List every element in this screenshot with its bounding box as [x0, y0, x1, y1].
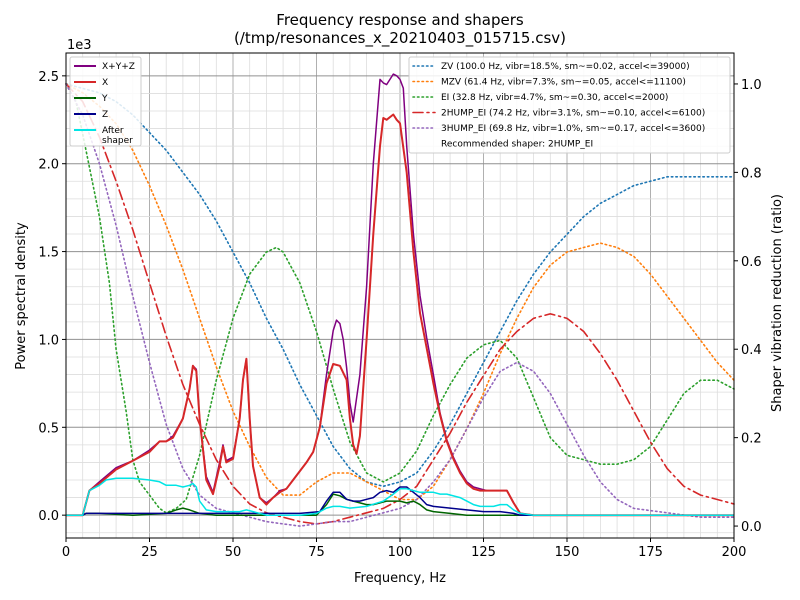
y-right-tick-label: 1.0	[741, 78, 762, 93]
legend-label-y: Y	[101, 94, 108, 104]
y-tick-label: 2.5	[38, 70, 59, 85]
x-tick-label: 150	[555, 545, 580, 560]
x-axis-label: Frequency, Hz	[354, 571, 446, 586]
x-tick-label: 200	[722, 545, 747, 560]
shaper-line-2hump-ei	[65, 83, 735, 525]
shaper-curves	[65, 83, 735, 527]
legend-label-zv: ZV (100.0 Hz, vibr=18.5%, sm~=0.02, acce…	[441, 62, 690, 72]
chart-title-line2: (/tmp/resonances_x_20210403_015715.csv)	[234, 29, 566, 48]
y-tick-label: 1.5	[38, 246, 59, 261]
legend-label-x: X	[102, 78, 108, 88]
psd-line-x	[66, 113, 734, 517]
y-right-axis-label: Shaper vibration reduction (ratio)	[770, 194, 785, 412]
x-tick-label: 100	[388, 545, 413, 560]
y-tick-label: 0.0	[38, 509, 59, 524]
y-multiplier-label: 1e3	[67, 38, 92, 53]
y-tick-label: 1.0	[38, 333, 59, 348]
legend-label-ei: EI (32.8 Hz, vibr=4.7%, sm~=0.30, accel<…	[441, 93, 668, 103]
legend-label-2hump-ei: 2HUMP_EI (74.2 Hz, vibr=3.1%, sm~=0.10, …	[441, 109, 705, 119]
y-axis-label: Power spectral density	[14, 222, 29, 370]
legend-label-mzv: MZV (61.4 Hz, vibr=7.3%, sm~=0.05, accel…	[441, 78, 686, 88]
y-right-tick-label: 0.8	[741, 166, 762, 181]
y-tick-label: 0.5	[38, 421, 59, 436]
x-tick-label: 25	[141, 545, 158, 560]
chart-title-line1: Frequency response and shapers	[276, 11, 524, 29]
legend-label-after-shaper: After	[102, 126, 124, 136]
psd-line-z	[66, 486, 734, 516]
y-right-tick-label: 0.2	[741, 432, 762, 447]
x-tick-label: 75	[308, 545, 325, 560]
x-tick-label: 0	[62, 545, 70, 560]
legend-shapers-box	[408, 56, 731, 154]
legend-label-3hump-ei: 3HUMP_EI (69.8 Hz, vibr=1.0%, sm~=0.17, …	[441, 124, 705, 134]
legend-shapers: ZV (100.0 Hz, vibr=18.5%, sm~=0.02, acce…	[408, 56, 731, 154]
legend-label-x-y-z: X+Y+Z	[102, 62, 135, 72]
shaper-line-ei	[65, 83, 735, 514]
y-right-tick-label: 0.6	[741, 255, 762, 270]
x-tick-label: 50	[225, 545, 242, 560]
psd-line-y	[66, 493, 734, 516]
legend-psd-box	[69, 56, 142, 147]
psd-curves	[66, 73, 734, 517]
y-axis-ticks: 0.0 0.5 1.0 1.5 2.0 2.5	[38, 70, 66, 524]
y-right-axis-ticks: 0.0 0.2 0.4 0.6 0.8 1.0	[734, 78, 762, 535]
legend-recommended-shaper: Recommended shaper: 2HUMP_EI	[441, 140, 593, 150]
psd-line-after-shaper	[66, 477, 734, 516]
x-tick-label: 175	[638, 545, 663, 560]
x-axis-ticks: 0 25 50 75 100 125 150 175 200	[62, 538, 747, 560]
x-tick-label: 125	[471, 545, 496, 560]
shaper-line-3hump-ei	[65, 83, 735, 527]
y-right-tick-label: 0.4	[741, 343, 762, 358]
legend-label-z: Z	[102, 110, 108, 120]
y-right-tick-label: 0.0	[741, 520, 762, 535]
y-tick-label: 2.0	[38, 158, 59, 173]
legend-label-after-shaper: shaper	[102, 136, 133, 146]
